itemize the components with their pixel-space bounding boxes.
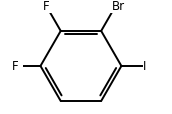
Text: F: F — [12, 60, 19, 73]
Text: I: I — [143, 60, 147, 73]
Text: F: F — [43, 0, 50, 13]
Text: Br: Br — [112, 0, 125, 13]
